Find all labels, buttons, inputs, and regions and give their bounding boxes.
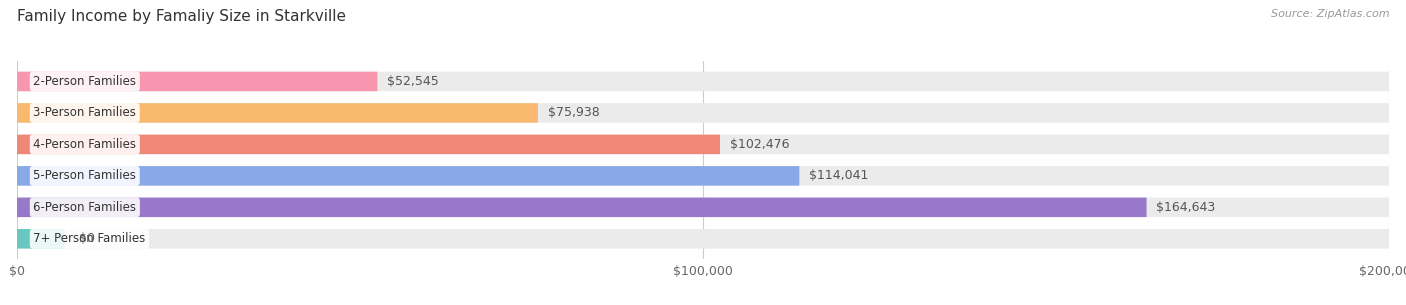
Text: 6-Person Families: 6-Person Families [34,201,136,214]
Text: 2-Person Families: 2-Person Families [34,75,136,88]
Text: 5-Person Families: 5-Person Families [34,169,136,182]
FancyBboxPatch shape [17,166,800,186]
FancyBboxPatch shape [17,135,720,154]
FancyBboxPatch shape [17,229,1389,249]
FancyBboxPatch shape [17,166,1389,186]
Text: $52,545: $52,545 [387,75,439,88]
Text: $75,938: $75,938 [547,106,599,120]
FancyBboxPatch shape [17,198,1389,217]
FancyBboxPatch shape [17,198,1146,217]
Text: Family Income by Famaliy Size in Starkville: Family Income by Famaliy Size in Starkvi… [17,9,346,24]
Text: Source: ZipAtlas.com: Source: ZipAtlas.com [1271,9,1389,19]
Text: $0: $0 [79,232,94,245]
FancyBboxPatch shape [17,72,377,91]
FancyBboxPatch shape [17,103,1389,123]
FancyBboxPatch shape [17,72,1389,91]
Text: 7+ Person Families: 7+ Person Families [34,232,146,245]
FancyBboxPatch shape [17,103,538,123]
Text: $102,476: $102,476 [730,138,789,151]
Text: $114,041: $114,041 [808,169,869,182]
Text: 4-Person Families: 4-Person Families [34,138,136,151]
FancyBboxPatch shape [17,135,1389,154]
Text: $164,643: $164,643 [1156,201,1215,214]
Text: 3-Person Families: 3-Person Families [34,106,136,120]
FancyBboxPatch shape [17,229,65,249]
